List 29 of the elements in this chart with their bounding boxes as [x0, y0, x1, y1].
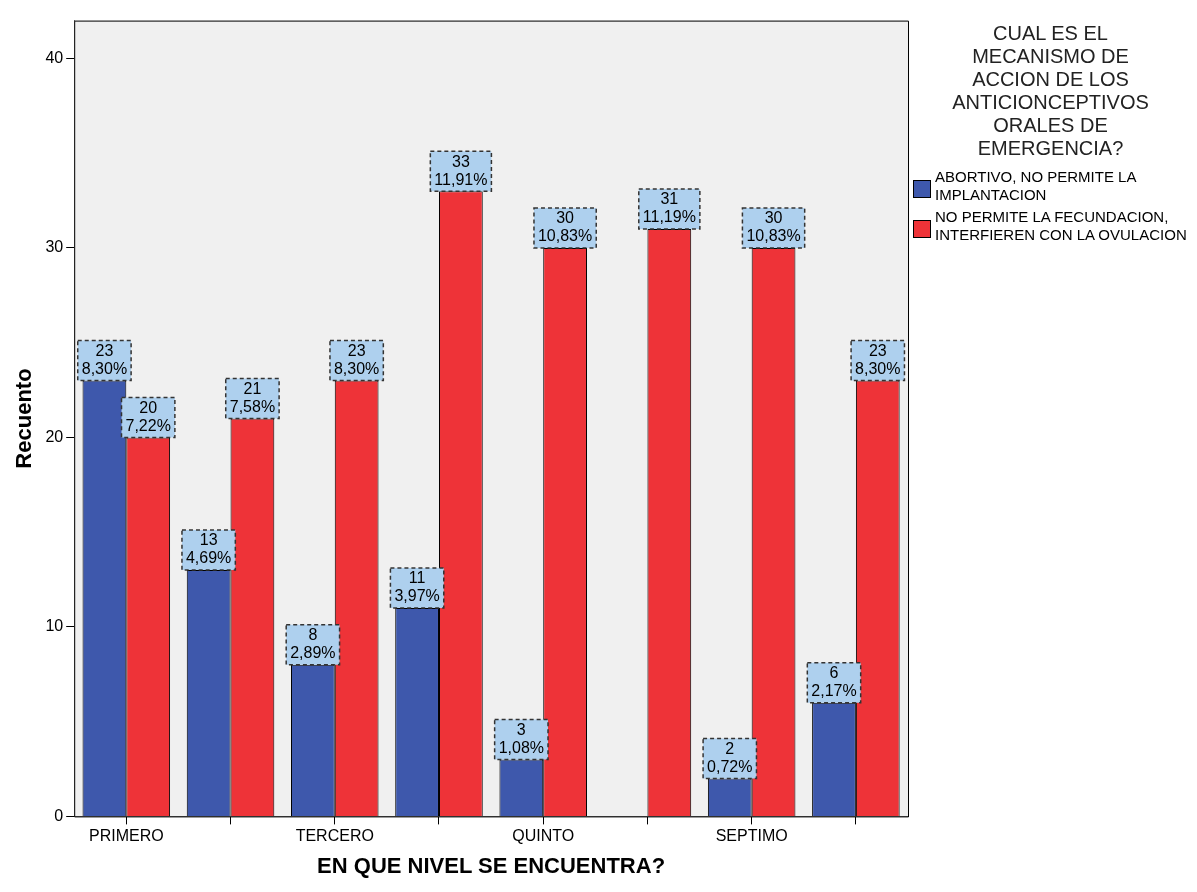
data-label: 13 4,69% [185, 531, 232, 567]
data-label: 6 2,17% [811, 664, 857, 700]
data-label: 20 7,22% [125, 398, 171, 434]
legend-label: ABORTIVO, NO PERMITE LA IMPLANTACION [935, 168, 1138, 204]
data-label: 30 10,83% [746, 209, 801, 245]
y-tick-label: 30 [45, 238, 64, 256]
data-label: 21 7,58% [229, 379, 276, 415]
legend-label: NO PERMITE LA FECUNDACION, INTERFIEREN CON LA OVULACION [935, 208, 1188, 244]
data-label: 23 8,30% [855, 342, 901, 378]
y-tick-label: 10 [45, 617, 64, 635]
data-label: 23 8,30% [333, 342, 380, 378]
x-tick-label: PRIMERO [88, 827, 164, 845]
data-label: 3 1,08% [498, 720, 545, 756]
x-tick-label: QUINTO [512, 827, 575, 845]
data-label: 31 11,19% [642, 190, 696, 226]
x-axis-title: EN QUE NIVEL SE ENCUENTRA? [317, 852, 666, 878]
legend-title: CUAL ES EL MECANISMO DE ACCION DE LOS ANTICIONCEPTIVOS ORALES DE EMERGENCIA? [951, 22, 1150, 160]
data-label: 30 10,83% [537, 209, 593, 245]
x-tick-label: TERCERO [295, 827, 374, 845]
data-label: 2 0,72% [707, 739, 753, 775]
data-label: 11 3,97% [394, 569, 440, 605]
y-axis-title: Recuento [11, 368, 37, 469]
data-label: 33 11,91% [434, 152, 488, 188]
y-tick-label: 40 [45, 48, 64, 66]
data-label: 23 8,30% [81, 342, 128, 378]
y-tick-label: 20 [45, 427, 64, 445]
x-tick-label: SEPTIMO [715, 827, 788, 845]
data-label: 8 2,89% [290, 626, 336, 662]
y-tick-label: 0 [54, 806, 64, 824]
